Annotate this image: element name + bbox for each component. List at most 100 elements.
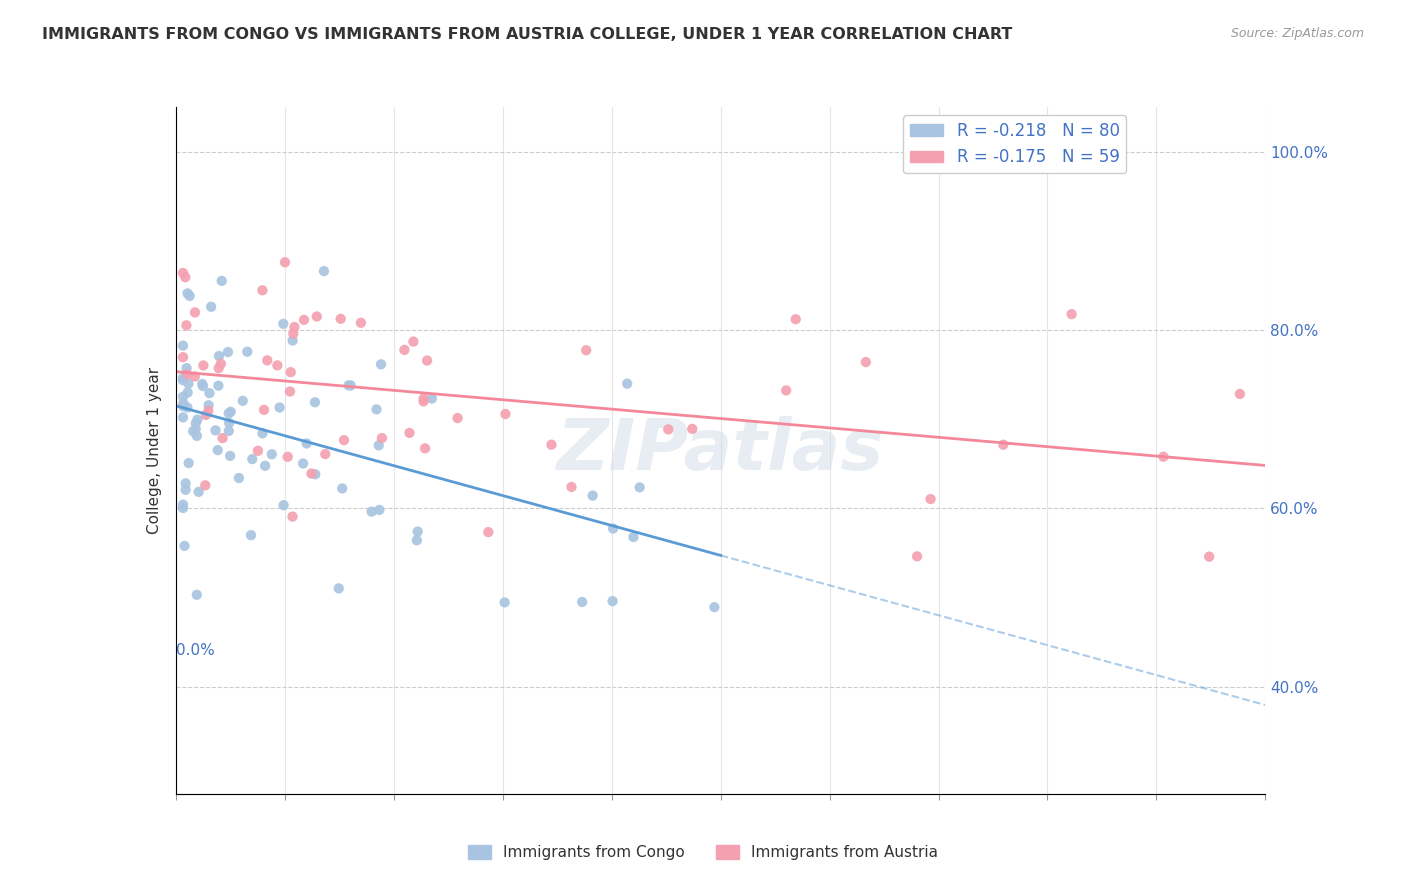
Point	[304, 395, 326, 409]
Point	[191, 377, 214, 392]
Point	[218, 416, 240, 430]
Point	[172, 371, 194, 385]
Point	[360, 505, 382, 519]
Point	[278, 384, 301, 399]
Point	[207, 443, 229, 458]
Point	[273, 317, 295, 331]
Y-axis label: College, Under 1 year: College, Under 1 year	[146, 367, 162, 534]
Point	[197, 398, 219, 412]
Point	[312, 264, 335, 278]
Point	[394, 343, 416, 357]
Point	[172, 501, 194, 516]
Point	[191, 379, 214, 393]
Point	[184, 422, 207, 436]
Point	[204, 423, 226, 437]
Point	[256, 353, 278, 368]
Point	[186, 588, 208, 602]
Point	[228, 471, 250, 485]
Point	[301, 467, 323, 481]
Point	[207, 378, 229, 392]
Point	[253, 403, 276, 417]
Point	[281, 509, 304, 524]
Point	[283, 326, 305, 341]
Point	[494, 407, 516, 421]
Point	[339, 378, 361, 392]
Point	[186, 429, 208, 443]
Point	[184, 369, 207, 384]
Point	[412, 394, 434, 409]
Point	[304, 467, 326, 482]
Point	[197, 404, 219, 418]
Point	[193, 359, 215, 373]
Point	[176, 401, 198, 415]
Point	[173, 539, 195, 553]
Point	[172, 410, 194, 425]
Point	[280, 365, 302, 379]
Point	[292, 457, 315, 471]
Point	[703, 600, 725, 615]
Point	[571, 595, 593, 609]
Point	[775, 384, 797, 398]
Point	[200, 300, 222, 314]
Point	[398, 425, 420, 440]
Point	[172, 498, 194, 512]
Point	[405, 533, 427, 548]
Legend: Immigrants from Congo, Immigrants from Austria: Immigrants from Congo, Immigrants from A…	[463, 839, 943, 866]
Point	[366, 402, 388, 417]
Point	[292, 313, 315, 327]
Point	[176, 361, 198, 376]
Point	[413, 442, 436, 456]
Point	[240, 528, 263, 542]
Point	[217, 345, 239, 359]
Point	[628, 480, 651, 494]
Point	[277, 450, 299, 464]
Point	[412, 392, 434, 406]
Point	[657, 422, 679, 436]
Point	[602, 594, 624, 608]
Point	[333, 433, 356, 447]
Point	[1152, 450, 1174, 464]
Point	[172, 350, 194, 364]
Point	[920, 491, 942, 506]
Point	[416, 353, 439, 368]
Point	[368, 503, 391, 517]
Point	[540, 438, 562, 452]
Point	[329, 311, 352, 326]
Point	[252, 426, 274, 441]
Point	[1060, 307, 1083, 321]
Point	[181, 424, 204, 438]
Point	[1229, 387, 1251, 401]
Point	[218, 406, 240, 420]
Point	[273, 498, 295, 512]
Point	[174, 270, 197, 285]
Point	[236, 344, 259, 359]
Point	[370, 357, 392, 371]
Point	[246, 443, 269, 458]
Point	[219, 405, 242, 419]
Point	[402, 334, 425, 349]
Point	[177, 376, 200, 391]
Point	[681, 422, 703, 436]
Point	[179, 289, 201, 303]
Point	[240, 452, 263, 467]
Point	[172, 390, 194, 404]
Point	[623, 530, 645, 544]
Point	[174, 483, 197, 497]
Point	[330, 482, 353, 496]
Point	[176, 286, 198, 301]
Point	[176, 385, 198, 400]
Point	[367, 438, 389, 452]
Point	[194, 478, 217, 492]
Point	[194, 408, 217, 422]
Legend: R = -0.218   N = 80, R = -0.175   N = 59: R = -0.218 N = 80, R = -0.175 N = 59	[903, 115, 1126, 173]
Point	[211, 274, 233, 288]
Point	[172, 266, 194, 280]
Point	[187, 484, 209, 499]
Point	[186, 412, 208, 426]
Point	[494, 595, 516, 609]
Point	[219, 449, 242, 463]
Point	[211, 431, 233, 445]
Point	[254, 458, 277, 473]
Point	[176, 318, 198, 333]
Point	[993, 438, 1015, 452]
